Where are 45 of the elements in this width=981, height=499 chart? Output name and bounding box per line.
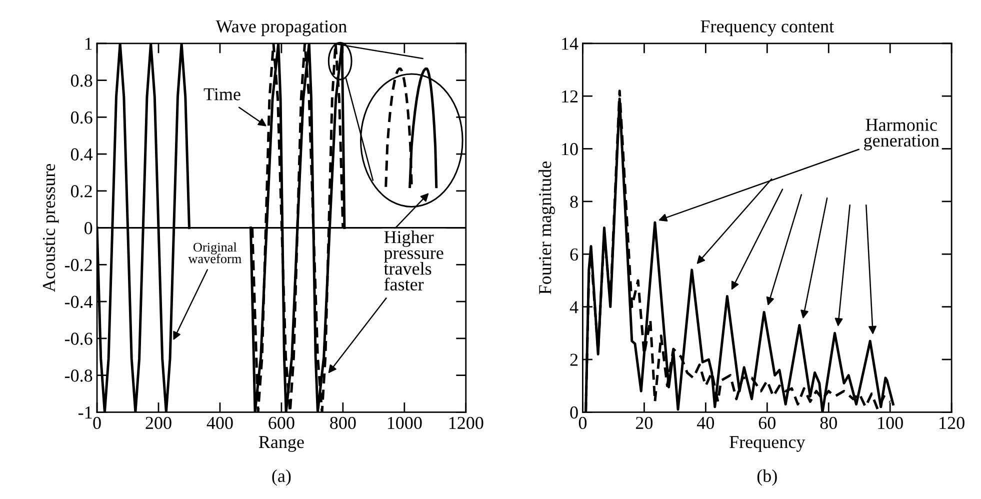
y-tick-label: 0.4 <box>70 148 93 161</box>
y-tick-label: 6 <box>570 248 578 261</box>
y-tick-label: -0.8 <box>64 370 92 382</box>
annotation: Higher pressure travels faster <box>384 230 444 291</box>
y-tick-label: -0.4 <box>64 296 93 308</box>
x-tick-label: 400 <box>206 416 233 430</box>
x-tick-label: 40 <box>696 416 714 430</box>
text: (b) <box>757 469 777 486</box>
y-tick-label: 10 <box>562 143 578 156</box>
x-tick-label: 1200 <box>449 416 484 430</box>
annotation: Harmonic generation <box>864 118 940 150</box>
y-tick-label: 12 <box>562 90 578 102</box>
chart-title: Frequency content <box>700 20 834 36</box>
y-tick-label: -0.6 <box>64 332 92 345</box>
x-tick-label: 20 <box>636 416 653 430</box>
annotation: Original waveform <box>188 242 242 264</box>
y-tick-label: 0 <box>570 406 578 419</box>
chart-title: Wave propagation <box>216 20 347 36</box>
y-tick-label: 0.6 <box>70 111 92 124</box>
x-tick-label: 600 <box>268 416 294 430</box>
y-tick-label: 8 <box>570 196 578 208</box>
y-tick-label: 0 <box>84 222 92 234</box>
x-tick-label: 120 <box>940 416 964 430</box>
x-tick-label: 800 <box>330 416 356 430</box>
y-tick-label: 0.8 <box>70 74 92 87</box>
y-tick-label: 4 <box>570 301 578 314</box>
y-axis-title: Acoustic pressure <box>42 164 59 292</box>
x-tick-label: 1000 <box>388 416 422 430</box>
text: (a) <box>272 469 291 486</box>
y-tick-label: 1 <box>85 38 92 50</box>
x-axis-title: Frequency <box>730 436 806 452</box>
y-tick-label: 2 <box>570 354 578 366</box>
x-tick-label: 60 <box>758 416 776 430</box>
annotation: Time <box>204 88 240 100</box>
x-axis-title: Range <box>258 436 304 452</box>
y-tick-label: -0.2 <box>64 258 92 272</box>
x-tick-label: 0 <box>93 416 101 430</box>
x-tick-label: 80 <box>820 416 837 430</box>
y-axis-title: Fourier magnitude <box>538 161 555 294</box>
y-tick-label: -1 <box>78 406 92 418</box>
x-tick-label: 100 <box>878 416 903 430</box>
x-tick-label: 200 <box>146 416 172 430</box>
y-tick-label: 14 <box>562 38 578 50</box>
x-tick-label: 0 <box>578 416 587 430</box>
y-tick-label: 0.2 <box>70 185 92 198</box>
